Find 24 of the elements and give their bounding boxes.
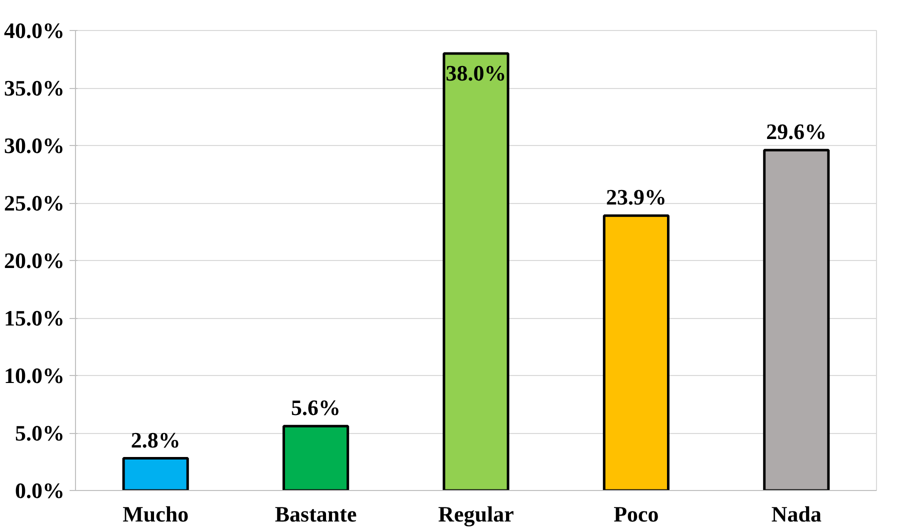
bar <box>602 214 670 490</box>
data-label: 2.8% <box>130 427 180 452</box>
y-tick-label: 0.0% <box>15 478 64 503</box>
x-tick-label: Nada <box>771 502 822 526</box>
x-tick-label: Regular <box>438 502 514 526</box>
y-tick-label: 35.0% <box>4 76 64 100</box>
y-tick-label: 20.0% <box>4 248 64 273</box>
x-tick-label: Poco <box>614 502 659 526</box>
y-tick-label: 30.0% <box>4 133 64 158</box>
y-tick-label: 10.0% <box>4 363 64 388</box>
y-tick-label: 25.0% <box>4 190 64 216</box>
bar <box>763 148 830 490</box>
y-tick-label: 40.0% <box>4 18 64 43</box>
x-tick-label: Mucho <box>122 502 189 526</box>
bar <box>122 457 189 490</box>
data-label: 5.6% <box>291 395 341 420</box>
bar <box>282 424 350 490</box>
y-tick-label: 15.0% <box>4 306 64 330</box>
y-tick-label: 5.0% <box>15 420 64 446</box>
x-tick-label: Bastante <box>274 502 357 526</box>
data-label: 23.9% <box>606 184 666 210</box>
data-label: 29.6% <box>766 119 827 144</box>
data-label: 38.0% <box>446 60 506 86</box>
bar <box>442 52 510 490</box>
